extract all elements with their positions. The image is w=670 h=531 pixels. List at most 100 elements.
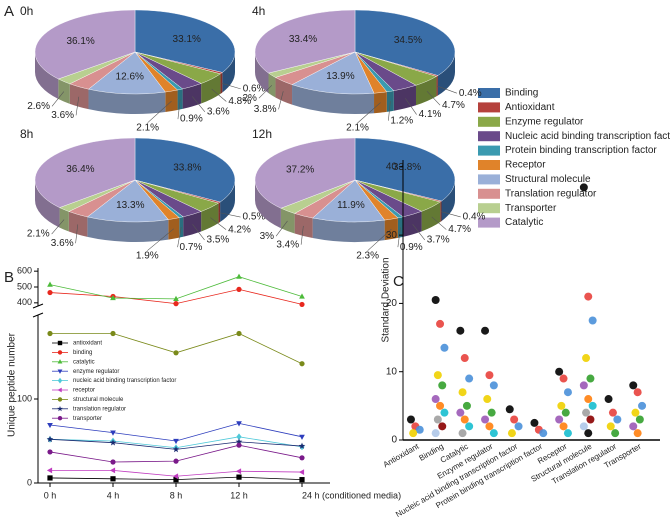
pie-label: 1.2% bbox=[390, 115, 413, 126]
leader-line bbox=[147, 100, 172, 123]
leader-line bbox=[426, 90, 441, 106]
data-point bbox=[440, 408, 449, 417]
leader-line bbox=[192, 96, 206, 113]
legend-marker bbox=[57, 416, 63, 421]
data-point bbox=[409, 429, 418, 438]
legend-swatch bbox=[478, 145, 500, 156]
pie-slice bbox=[254, 9, 356, 74]
leader-line bbox=[177, 99, 181, 120]
pie-side bbox=[220, 72, 223, 94]
data-point bbox=[611, 429, 620, 438]
pie-slice bbox=[354, 137, 456, 202]
data-point bbox=[433, 371, 442, 380]
pie-label: 33.1% bbox=[173, 34, 201, 45]
pie-label: 13.9% bbox=[326, 71, 354, 82]
pie-slice bbox=[34, 137, 136, 208]
pie-side bbox=[268, 73, 276, 98]
pie-side bbox=[182, 83, 202, 109]
data-point bbox=[584, 429, 593, 438]
leader-line bbox=[211, 88, 227, 102]
legend-swatch bbox=[478, 102, 500, 113]
pie-side bbox=[201, 203, 219, 232]
data-point bbox=[584, 395, 593, 404]
pie-side bbox=[35, 52, 59, 99]
data-point bbox=[172, 473, 179, 480]
data-point bbox=[236, 433, 242, 441]
x-tick-label: 12 h bbox=[230, 490, 248, 500]
leader-line bbox=[275, 220, 288, 237]
pie-side bbox=[436, 75, 438, 97]
legend-label: structural molecule bbox=[73, 397, 124, 403]
pie-side bbox=[441, 180, 456, 222]
data-point bbox=[433, 415, 442, 424]
legend-label: nucleic acid binding transcription facto… bbox=[73, 378, 176, 384]
pie-side bbox=[402, 211, 422, 237]
data-point bbox=[172, 445, 180, 453]
pie-title: 8h bbox=[20, 127, 33, 141]
data-point bbox=[110, 430, 116, 436]
data-point bbox=[173, 295, 179, 301]
pie-label: 4.7% bbox=[448, 224, 471, 235]
legend-label: transporter bbox=[73, 416, 102, 422]
data-point bbox=[586, 374, 595, 383]
y-tick-label: 100 bbox=[17, 393, 32, 403]
data-point bbox=[110, 459, 116, 465]
legend-label: catalytic bbox=[73, 359, 95, 365]
pie-side bbox=[397, 216, 403, 238]
data-point bbox=[298, 469, 305, 475]
legend-swatch bbox=[478, 203, 500, 214]
pie-label: 11.9% bbox=[337, 200, 365, 211]
pie-side bbox=[69, 83, 89, 110]
pie-label: 0.4% bbox=[459, 88, 482, 99]
pie-slice bbox=[291, 51, 375, 95]
panel-label: C bbox=[393, 273, 404, 290]
legend-marker bbox=[57, 377, 63, 384]
pie-slice bbox=[354, 9, 456, 76]
pie-slice bbox=[134, 9, 236, 73]
pie-slice bbox=[86, 179, 169, 223]
data-point bbox=[460, 415, 469, 424]
legend-marker bbox=[57, 359, 63, 364]
pie-label: 0.6% bbox=[243, 84, 266, 95]
legend-label: Nucleic acid binding transcription facto… bbox=[505, 131, 670, 142]
pie-side bbox=[59, 207, 69, 232]
legend-label: Transporter bbox=[505, 203, 557, 214]
leader-line bbox=[210, 217, 227, 230]
pie-side bbox=[255, 52, 269, 94]
leader-line bbox=[412, 224, 426, 241]
data-point bbox=[460, 354, 469, 363]
data-point bbox=[415, 425, 424, 434]
pie-side bbox=[275, 77, 293, 105]
x-tick-label: 4 h bbox=[107, 490, 120, 500]
pie-label: 33.4% bbox=[289, 34, 317, 45]
y-tick-label: 20 bbox=[386, 298, 398, 309]
x-tick-label: 0 h bbox=[44, 490, 57, 500]
pie-side bbox=[386, 90, 394, 112]
data-point bbox=[561, 408, 570, 417]
data-point bbox=[456, 326, 465, 335]
data-point bbox=[47, 289, 53, 296]
legend-label: enzyme regulator bbox=[73, 369, 119, 375]
pie-label: 3% bbox=[260, 231, 275, 242]
legend-label: antioxidant bbox=[73, 341, 102, 347]
legend-swatch bbox=[478, 160, 500, 170]
data-point bbox=[606, 422, 615, 431]
data-point bbox=[485, 422, 494, 431]
pie-side bbox=[68, 211, 88, 237]
pie-label: 3.6% bbox=[207, 107, 230, 118]
leader-line bbox=[278, 91, 284, 110]
pie-side bbox=[393, 85, 416, 111]
data-point bbox=[173, 477, 179, 483]
data-point bbox=[458, 388, 467, 397]
pie-label: 1.9% bbox=[136, 250, 159, 261]
legend-label: Binding bbox=[505, 88, 538, 99]
pie-side bbox=[294, 213, 313, 239]
pie-label: 2.1% bbox=[136, 122, 159, 133]
y-tick-label: 10 bbox=[386, 366, 398, 377]
legend-label: Translation regulator bbox=[505, 188, 597, 199]
legend-label: binding bbox=[73, 350, 92, 356]
data-point bbox=[462, 401, 471, 410]
data-point bbox=[456, 408, 465, 417]
data-point bbox=[563, 429, 572, 438]
data-point bbox=[235, 468, 242, 475]
